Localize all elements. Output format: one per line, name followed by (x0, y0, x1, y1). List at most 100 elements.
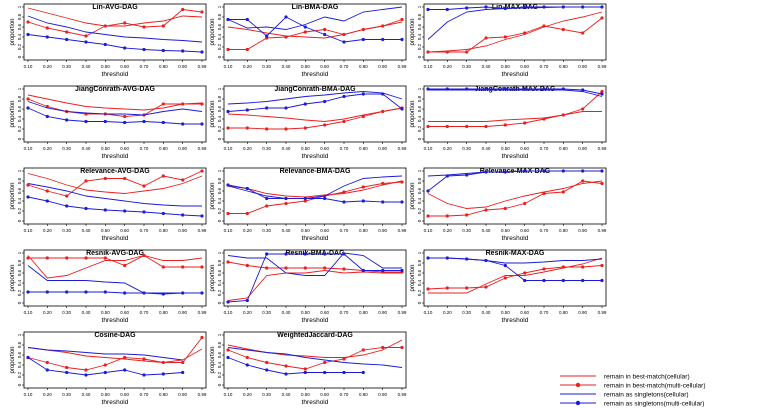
x-tick-label: 0.99 (598, 310, 607, 315)
x-tick-label: 0.20 (243, 228, 252, 233)
x-tick-label: 0.60 (320, 310, 329, 315)
x-tick-label: 0.80 (159, 310, 168, 315)
data-point (245, 263, 249, 268)
data-point (181, 122, 185, 126)
data-point (381, 92, 385, 96)
data-point (200, 214, 204, 218)
y-tick-label: 0.4 (217, 197, 222, 204)
data-point (103, 119, 107, 124)
data-point (303, 30, 307, 34)
x-tick-label: 0.80 (559, 228, 568, 233)
series-line (227, 261, 402, 273)
data-point (400, 37, 404, 42)
plot-frame (23, 85, 207, 143)
y-tick-label: 0.2 (217, 125, 222, 132)
data-point (523, 121, 527, 125)
data-point (26, 20, 30, 24)
x-tick-label: 0.50 (101, 392, 110, 397)
y-tick-label: 0.6 (217, 105, 222, 112)
data-point (465, 286, 469, 290)
data-point (381, 200, 385, 204)
x-axis-label: threshold (502, 317, 529, 324)
y-tick-label: 0.4 (17, 197, 22, 204)
x-tick-label: 0.10 (424, 64, 433, 69)
data-point (381, 345, 385, 350)
data-point (542, 267, 546, 271)
series-line (428, 111, 602, 122)
x-tick-label: 0.90 (178, 310, 187, 315)
data-point (45, 256, 49, 260)
x-tick-label: 0.90 (378, 64, 387, 69)
data-point (181, 291, 185, 295)
data-point (200, 265, 204, 269)
data-point (542, 24, 546, 28)
data-point (45, 114, 49, 119)
y-tick-label: 0.2 (17, 371, 22, 378)
data-point (284, 106, 288, 110)
x-tick-label: 0.30 (462, 64, 471, 69)
data-point (581, 278, 585, 283)
data-point (503, 6, 507, 11)
series-line (427, 265, 603, 290)
chart-title: Lin-AVG-DAG (92, 4, 138, 11)
y-tick-label: 0.6 (417, 269, 422, 276)
data-point (303, 252, 307, 256)
data-point (26, 290, 30, 294)
data-point (303, 102, 307, 106)
data-point (200, 50, 204, 54)
data-point (45, 26, 49, 30)
x-tick-label: 0.30 (262, 392, 271, 397)
data-point (161, 211, 165, 216)
data-point (342, 32, 346, 37)
data-point (123, 46, 127, 50)
data-point (200, 291, 204, 295)
y-tick-label: 0.6 (217, 269, 222, 276)
x-tick-label: 0.60 (520, 228, 529, 233)
y-tick-label: 0 (417, 301, 422, 304)
data-point (84, 34, 88, 38)
data-point (103, 363, 107, 367)
x-tick-label: 0.80 (559, 64, 568, 69)
x-axis-label: threshold (302, 317, 329, 324)
data-point (400, 180, 404, 184)
x-tick-label: 0.30 (462, 146, 471, 151)
y-tick-label: 1 (17, 87, 22, 90)
data-point (284, 364, 288, 368)
data-point (181, 360, 185, 365)
x-tick-label: 0.90 (378, 228, 387, 233)
data-point (103, 176, 107, 181)
series-line (427, 11, 603, 53)
data-point (26, 183, 30, 187)
legend-label-4: remain as singletons(multi-cellular) (604, 401, 704, 408)
y-tick-label: 0.8 (417, 95, 422, 102)
x-tick-label: 0.50 (301, 146, 310, 151)
y-axis-label: proportion (410, 100, 416, 127)
series-line (227, 175, 403, 199)
y-tick-label: 0.2 (217, 207, 222, 214)
x-tick-label: 0.80 (359, 310, 368, 315)
x-tick-label: 0.30 (262, 64, 271, 69)
y-tick-label: 0.4 (417, 33, 422, 40)
series-line (428, 89, 603, 97)
series-line (428, 180, 603, 217)
y-tick-label: 1 (217, 251, 222, 254)
y-tick-label: 0.4 (17, 115, 22, 122)
y-tick-label: 0.4 (217, 279, 222, 286)
data-point (342, 94, 346, 99)
x-axis-label: threshold (102, 71, 129, 78)
data-point (226, 260, 230, 264)
y-tick-label: 0.6 (17, 269, 22, 276)
x-tick-label: 0.60 (120, 392, 129, 397)
chart-panel: Relevance-BMA-DAG 0 0.2 0.4 0.6 0.8 1 proportio… (210, 167, 407, 242)
y-tick-label: 0.2 (417, 43, 422, 50)
x-tick-label: 0.30 (62, 146, 71, 151)
legend-marker-2 (575, 382, 581, 388)
x-tick-label: 0.70 (140, 64, 149, 69)
data-point (561, 5, 565, 9)
x-tick-label: 0.10 (24, 392, 33, 397)
x-axis-label: threshold (302, 153, 329, 160)
series-line (227, 347, 402, 370)
data-point (361, 27, 365, 32)
data-point (181, 213, 185, 217)
x-axis-label: threshold (302, 399, 329, 406)
